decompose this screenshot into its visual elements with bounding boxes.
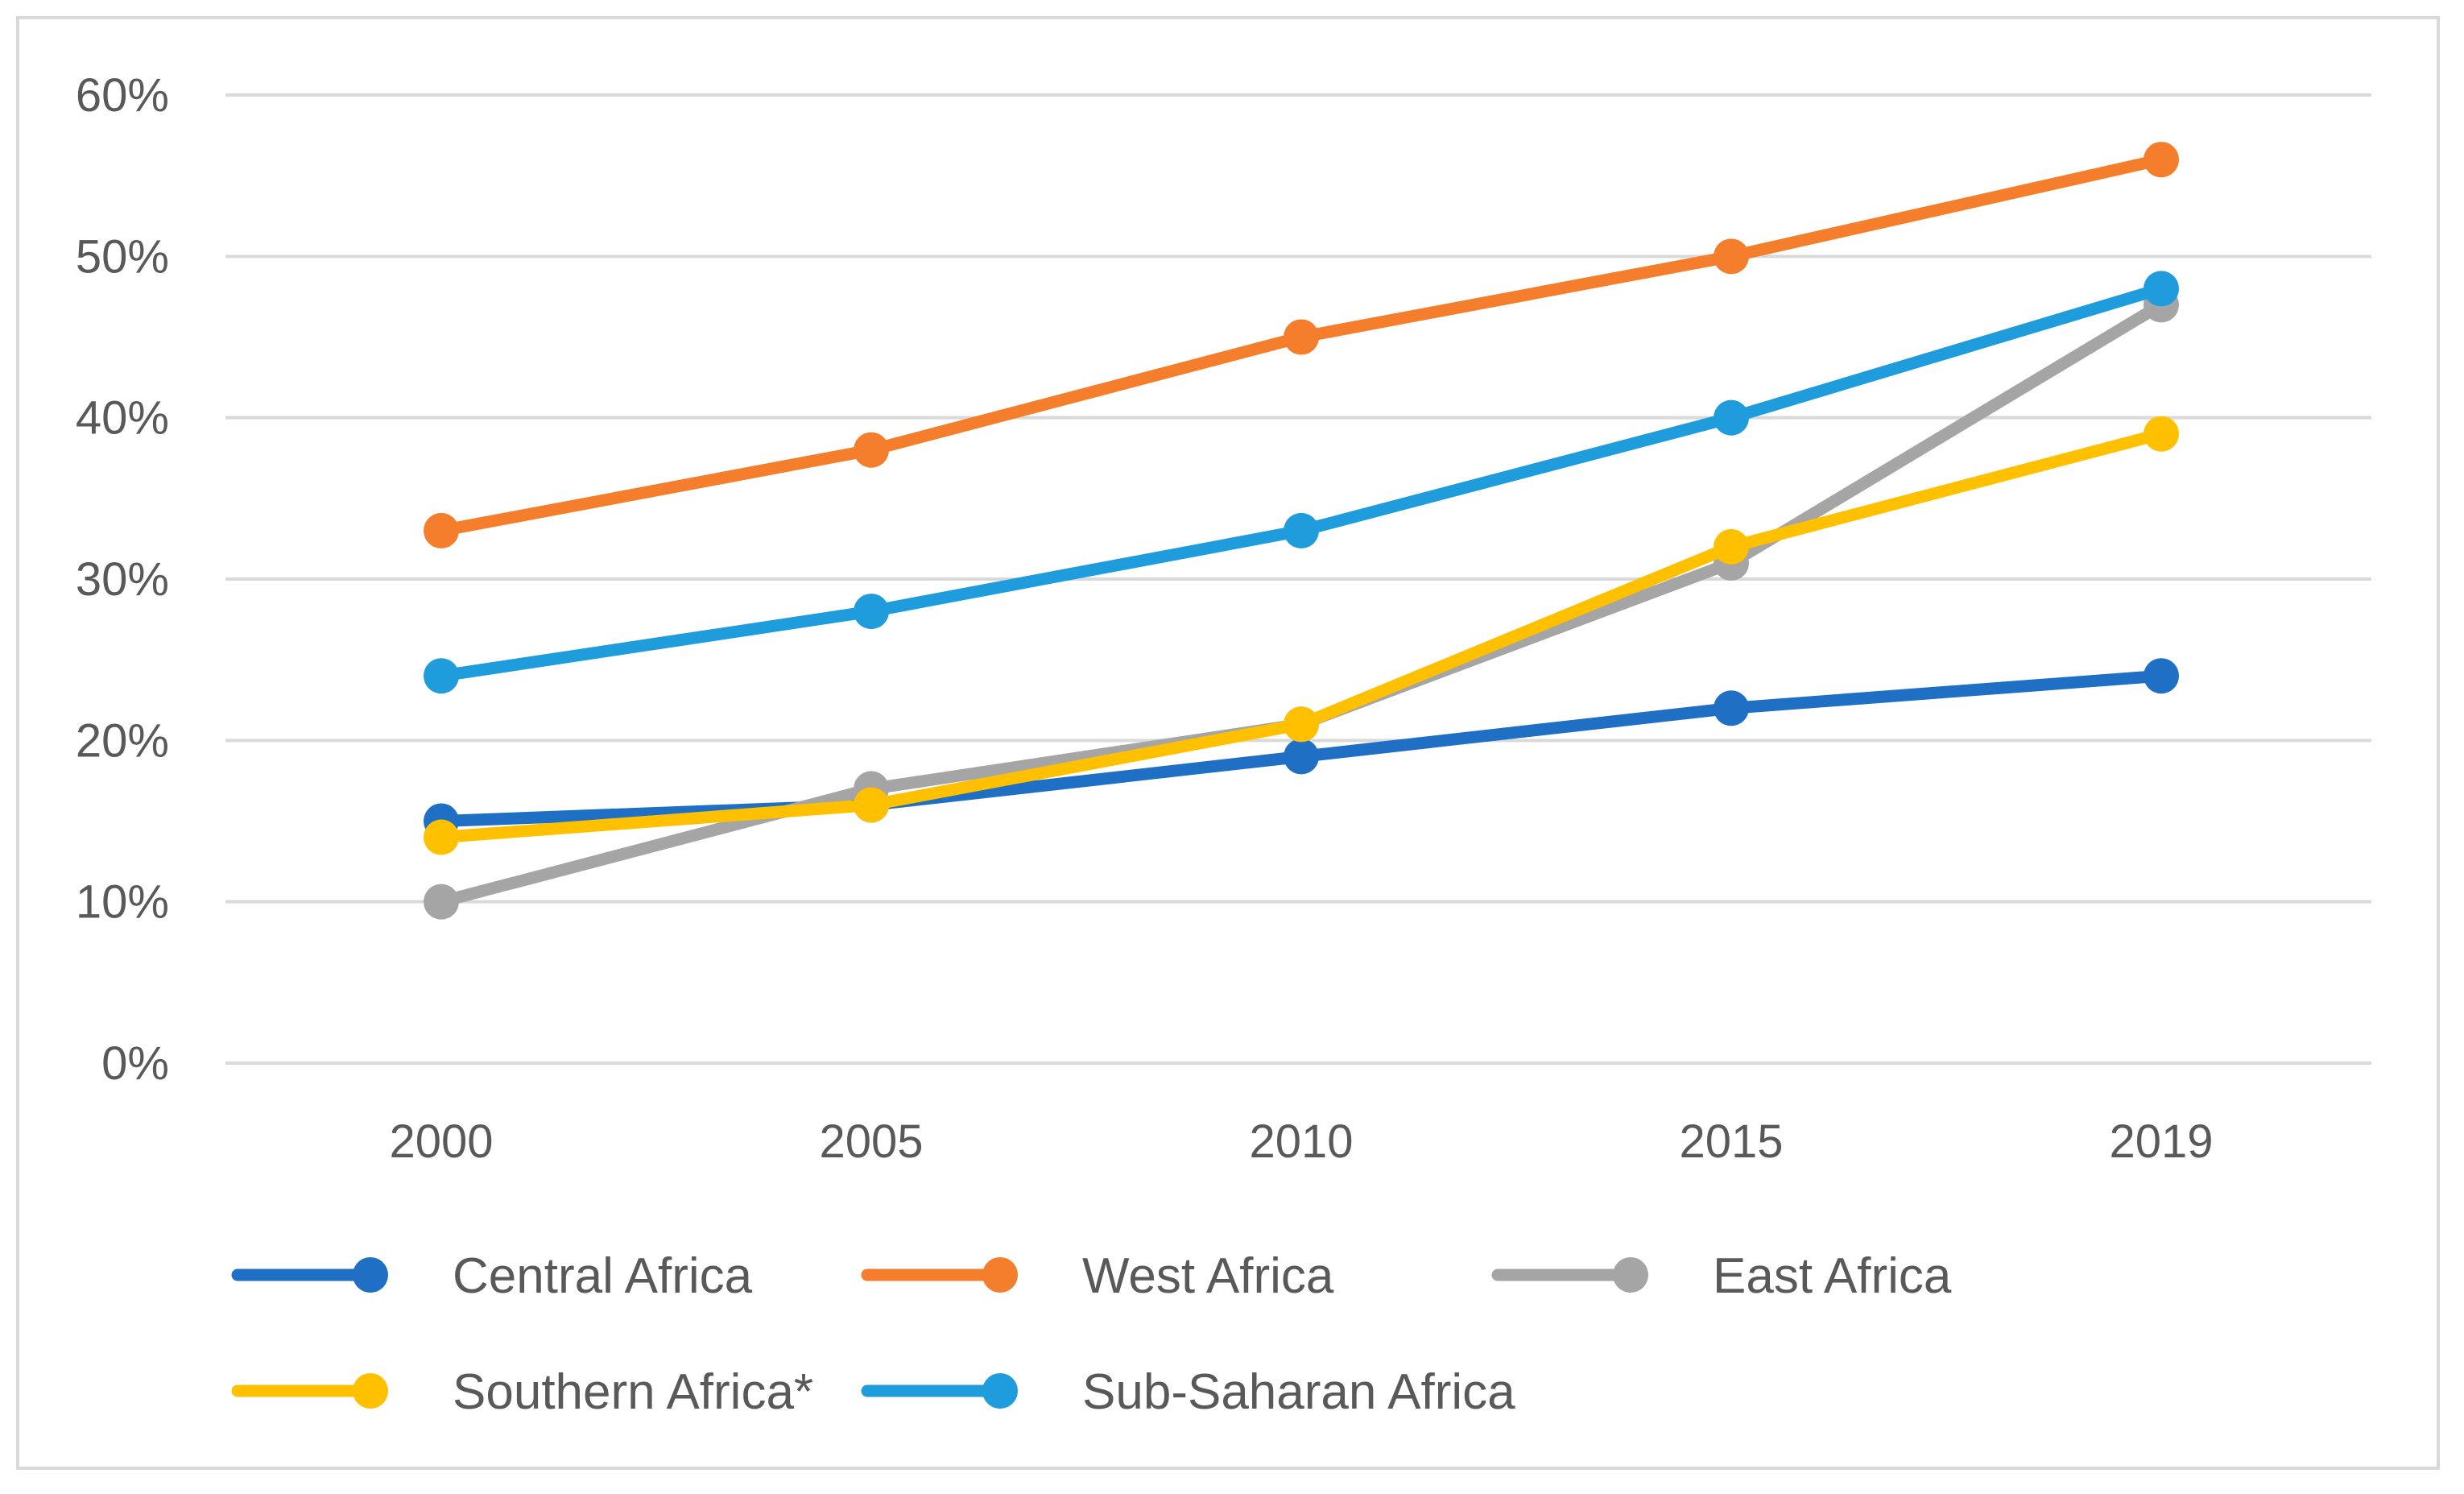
legend-label: West Africa [1082, 1248, 1334, 1304]
data-point [2144, 416, 2179, 452]
y-tick-label: 40% [76, 392, 169, 445]
data-point [1714, 528, 1749, 565]
y-tick-label: 0% [101, 1037, 169, 1090]
data-point [2144, 142, 2179, 178]
legend-label: Sub-Saharan Africa [1082, 1364, 1515, 1420]
legend-item: Southern Africa* [231, 1364, 813, 1420]
legend-swatch-marker [353, 1257, 388, 1293]
y-tick-label: 20% [76, 714, 169, 767]
x-tick-label: 2005 [819, 1115, 923, 1168]
x-tick-label: 2000 [389, 1115, 493, 1168]
legend: Central Africa West Africa East Africa Sout… [231, 1248, 1952, 1420]
y-tick-label: 50% [76, 230, 169, 283]
series-southern-africa [424, 416, 2179, 855]
legend-swatch-marker [353, 1373, 388, 1409]
data-point [1714, 690, 1749, 726]
data-point [1284, 706, 1319, 743]
legend-swatch-marker [982, 1373, 1018, 1409]
legend-swatch-marker [1613, 1257, 1648, 1293]
data-point [1714, 238, 1749, 275]
data-point [424, 658, 459, 694]
x-axis-ticks: 2000 2005 2010 2015 2019 [389, 1115, 2213, 1168]
y-tick-label: 30% [76, 553, 169, 606]
y-axis-ticks: 0% 10% 20% 30% 40% 50% 60% [76, 69, 169, 1090]
x-tick-label: 2019 [2109, 1115, 2213, 1168]
series-sub-saharan-africa [424, 271, 2179, 694]
legend-label: Southern Africa* [453, 1364, 813, 1420]
data-point [424, 884, 459, 920]
x-tick-label: 2015 [1679, 1115, 1783, 1168]
series-lines [424, 142, 2179, 920]
gridlines [225, 93, 2371, 1065]
legend-swatch-marker [982, 1257, 1018, 1293]
data-point [424, 512, 459, 548]
data-point [1284, 319, 1319, 355]
data-point [1284, 739, 1319, 775]
legend-item: Sub-Saharan Africa [861, 1364, 1515, 1420]
data-point [1284, 512, 1319, 548]
series-central-africa [424, 658, 2179, 839]
legend-item: West Africa [861, 1248, 1334, 1304]
legend-label: Central Africa [453, 1248, 753, 1304]
series-west-africa [424, 142, 2179, 548]
legend-label: East Africa [1713, 1248, 1952, 1304]
data-point [2144, 658, 2179, 694]
data-point [854, 594, 889, 630]
legend-item: Central Africa [231, 1248, 753, 1304]
data-point [854, 432, 889, 468]
legend-item: East Africa [1491, 1248, 1952, 1304]
data-point [854, 787, 889, 823]
x-tick-label: 2010 [1249, 1115, 1353, 1168]
data-point [1714, 399, 1749, 436]
y-tick-label: 10% [76, 876, 169, 929]
y-tick-label: 60% [76, 69, 169, 122]
data-point [424, 819, 459, 855]
data-point [2144, 271, 2179, 307]
